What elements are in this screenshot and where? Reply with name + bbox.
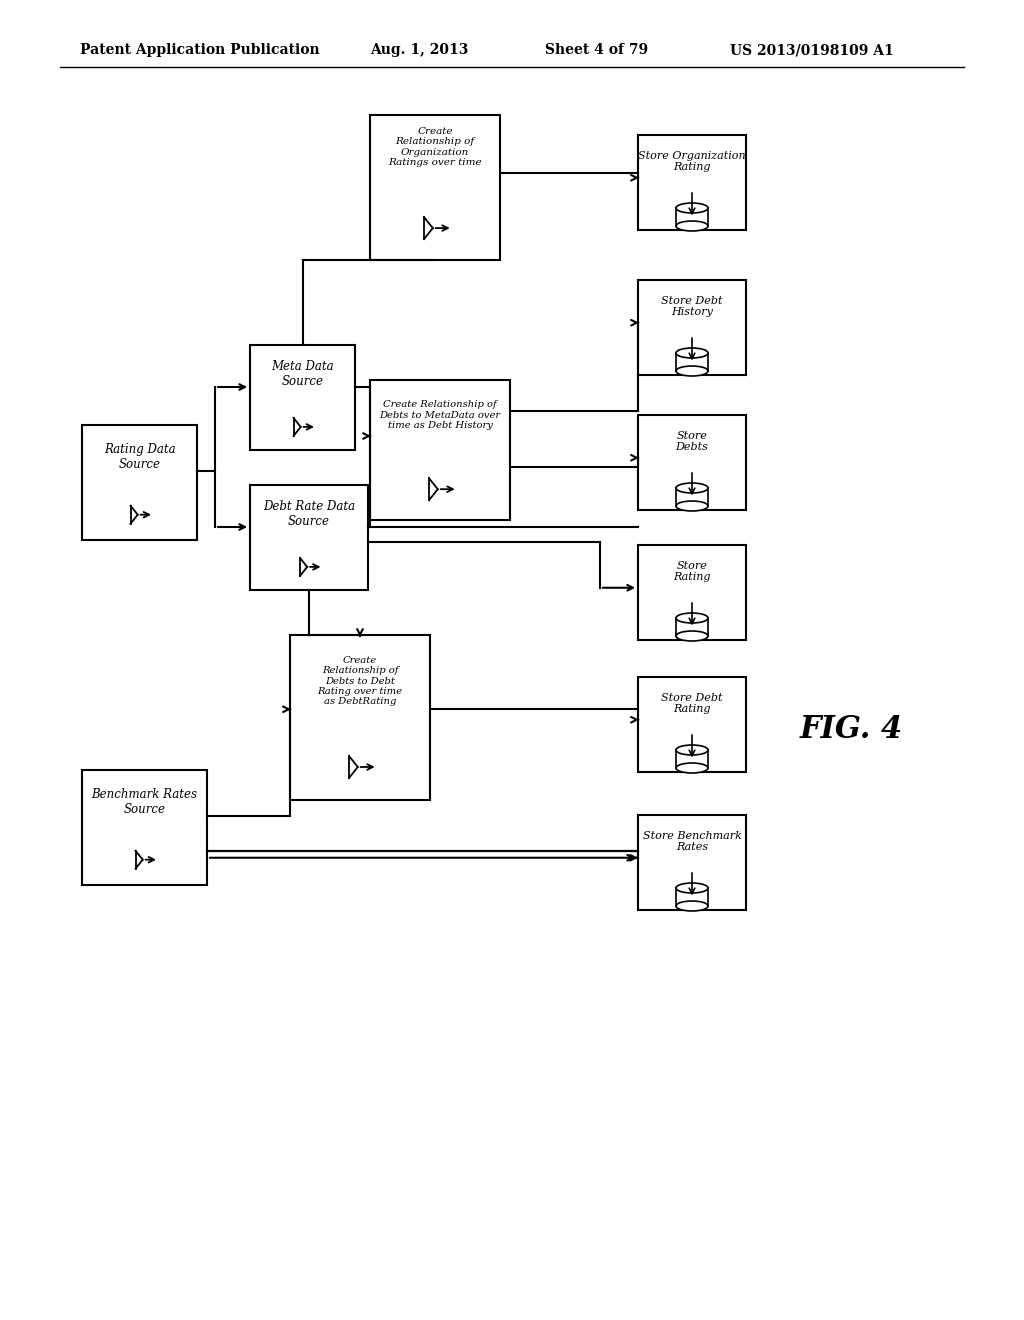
Bar [676, 209, 708, 226]
Bar [370, 380, 510, 520]
Text: Sheet 4 of 79: Sheet 4 of 79 [545, 44, 648, 57]
Ellipse shape [676, 502, 708, 511]
Bar [676, 750, 708, 768]
Text: Rating Data
Source: Rating Data Source [103, 444, 175, 471]
Text: Store Organization
Rating: Store Organization Rating [638, 150, 745, 173]
Bar [82, 425, 197, 540]
Text: Aug. 1, 2013: Aug. 1, 2013 [370, 44, 468, 57]
Bar [370, 115, 500, 260]
Bar [638, 677, 746, 772]
Bar [250, 345, 355, 450]
Bar [676, 352, 708, 371]
Text: Patent Application Publication: Patent Application Publication [80, 44, 319, 57]
Ellipse shape [676, 612, 708, 623]
Ellipse shape [676, 483, 708, 492]
Ellipse shape [676, 631, 708, 642]
Ellipse shape [676, 763, 708, 774]
Text: Debt Rate Data
Source: Debt Rate Data Source [263, 500, 355, 528]
Ellipse shape [676, 744, 708, 755]
Text: Meta Data
Source: Meta Data Source [271, 360, 334, 388]
Bar [638, 814, 746, 909]
Bar [638, 280, 746, 375]
Text: FIG. 4: FIG. 4 [800, 714, 903, 746]
Ellipse shape [676, 366, 708, 376]
Ellipse shape [676, 348, 708, 358]
Ellipse shape [676, 883, 708, 894]
Ellipse shape [676, 220, 708, 231]
Text: Create
Relationship of
Organization
Ratings over time: Create Relationship of Organization Rati… [388, 127, 482, 168]
Bar [290, 635, 430, 800]
Text: Create Relationship of
Debts to MetaData over
time as Debt History: Create Relationship of Debts to MetaData… [380, 400, 501, 430]
Bar [250, 484, 368, 590]
Bar [676, 488, 708, 506]
Text: US 2013/0198109 A1: US 2013/0198109 A1 [730, 44, 894, 57]
Text: Store Debt
Rating: Store Debt Rating [662, 693, 723, 714]
Bar [676, 888, 708, 906]
Bar [676, 618, 708, 636]
Bar [82, 770, 207, 884]
Bar [638, 545, 746, 640]
Ellipse shape [676, 902, 708, 911]
Bar [638, 414, 746, 510]
Ellipse shape [676, 203, 708, 213]
Text: Store Debt
History: Store Debt History [662, 296, 723, 317]
Text: Store
Debts: Store Debts [676, 430, 709, 453]
Text: Create
Relationship of
Debts to Debt
Rating over time
as DebtRating: Create Relationship of Debts to Debt Rat… [317, 656, 402, 706]
Bar [638, 135, 746, 230]
Text: Store Benchmark
Rates: Store Benchmark Rates [643, 830, 741, 853]
Text: Benchmark Rates
Source: Benchmark Rates Source [91, 788, 198, 816]
Text: Store
Rating: Store Rating [673, 561, 711, 582]
